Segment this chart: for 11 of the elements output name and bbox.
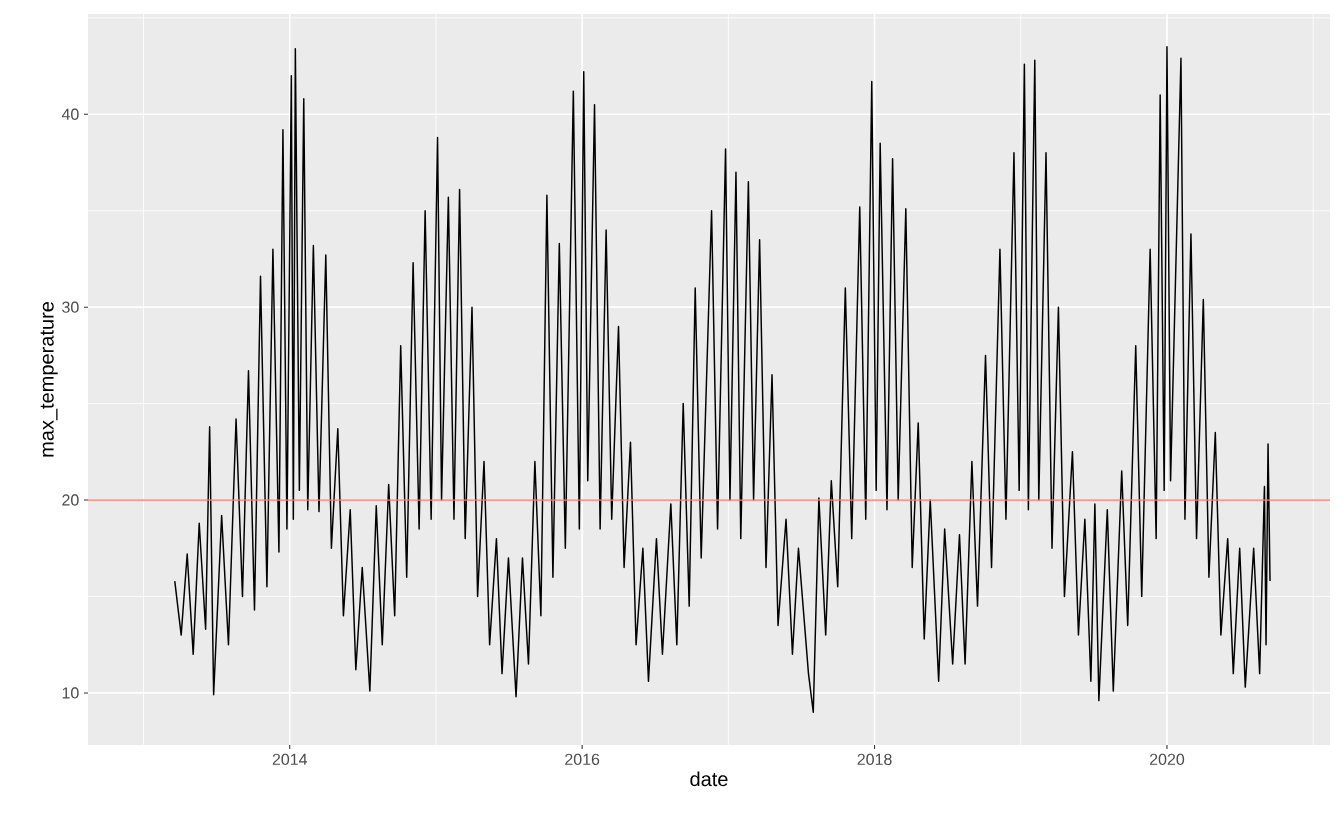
y-tick-label: 10 (62, 687, 79, 699)
x-tick-label: 2020 (1149, 753, 1185, 766)
x-axis-title: date (690, 771, 728, 787)
x-tick-label: 2014 (272, 753, 308, 766)
x-tick-label: 2018 (857, 753, 892, 766)
line-series (174, 46, 1271, 713)
y-tick-label: 40 (61, 108, 79, 120)
y-tick-label: 30 (62, 301, 79, 313)
x-tick-label: 2016 (565, 753, 600, 766)
y-axis-title: max_temperature (40, 302, 58, 457)
y-tick-label: 20 (62, 494, 79, 506)
